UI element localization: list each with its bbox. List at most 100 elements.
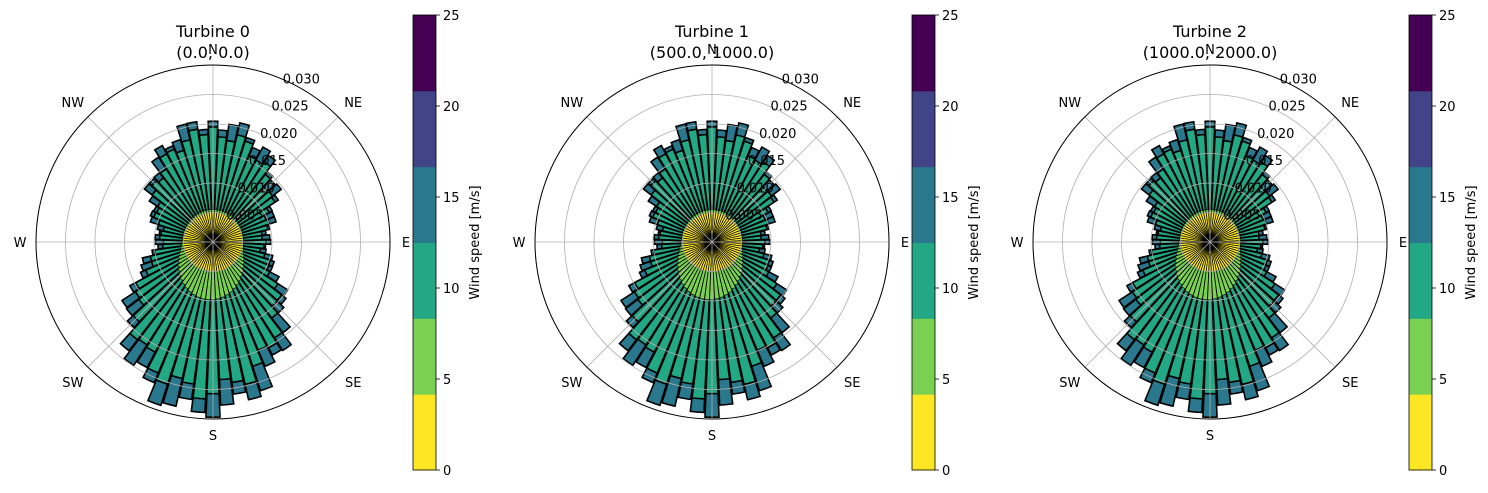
panel-title-line1: Turbine 1 <box>674 22 749 41</box>
colorbar-tick-label: 15 <box>942 191 959 206</box>
angular-gridline <box>586 116 713 243</box>
direction-label: N <box>707 43 717 58</box>
colorbar-segment <box>413 242 436 319</box>
direction-label: SE <box>844 376 860 391</box>
colorbar-tick-label: 20 <box>443 100 460 115</box>
colorbar-tick-label: 20 <box>1439 100 1456 115</box>
colorbar-tick-label: 5 <box>942 373 950 388</box>
colorbar: Wind speed [m/s] 0 5 10 15 20 25 <box>1408 9 1479 479</box>
radial-tick-label: 0.030 <box>1280 72 1317 87</box>
radial-tick-label: 0.010 <box>238 181 275 196</box>
colorbar-segment <box>413 90 436 168</box>
radial-tick-label: 0.030 <box>283 72 320 87</box>
windrose-panel-turbine-0: N NE E SE S SW W NW 0.005 0.010 0.015 0.020 0.025 0.0… <box>14 9 483 479</box>
colorbar-segment <box>912 394 935 471</box>
direction-label: S <box>1206 429 1214 444</box>
direction-label: W <box>1011 236 1024 251</box>
angular-gridline <box>87 116 214 243</box>
direction-label: NW <box>62 96 85 111</box>
direction-label: NE <box>1341 96 1359 111</box>
direction-label: S <box>708 429 716 444</box>
angular-gridline <box>1209 116 1336 243</box>
colorbar-frame <box>1408 14 1433 471</box>
colorbar-tick-label: 0 <box>942 464 950 479</box>
radial-tick-label: 0.010 <box>1235 181 1272 196</box>
colorbar-tick-label: 0 <box>443 464 451 479</box>
radial-tick-label: 0.015 <box>1246 154 1283 169</box>
colorbar: Wind speed [m/s] 0 5 10 15 20 25 <box>911 9 982 479</box>
direction-label: SE <box>345 376 361 391</box>
colorbar-segment <box>1409 15 1432 92</box>
panel-title-line2: (500.0, 1000.0) <box>650 43 774 62</box>
windrose-bars <box>1116 120 1290 419</box>
colorbar-segment <box>413 15 436 92</box>
direction-label: NW <box>1059 96 1082 111</box>
radial-tick-label: 0.020 <box>260 127 297 142</box>
radial-tick-label: 0.025 <box>271 100 308 115</box>
colorbar-segment <box>1409 90 1432 168</box>
colorbar-segment <box>912 318 935 395</box>
direction-label: NE <box>344 96 362 111</box>
polar-frame <box>35 64 391 420</box>
radial-tick-label: 0.015 <box>249 154 286 169</box>
colorbar-segment <box>1409 166 1432 243</box>
direction-label: E <box>901 236 909 251</box>
colorbar-tick-label: 10 <box>1439 282 1456 297</box>
colorbar-tick-label: 5 <box>1439 373 1447 388</box>
direction-label: W <box>513 236 526 251</box>
colorbar-label: Wind speed [m/s] <box>1464 185 1479 299</box>
angular-gridline <box>1084 116 1211 243</box>
colorbar-segment <box>413 318 436 395</box>
colorbar-frame <box>911 14 936 471</box>
colorbar-tick-label: 25 <box>1439 9 1456 24</box>
angular-gridline <box>711 116 838 243</box>
colorbar-segment <box>912 166 935 243</box>
angular-gridline <box>212 241 339 368</box>
colorbar-tick-label: 15 <box>443 191 460 206</box>
direction-label: SW <box>62 376 83 391</box>
direction-label: N <box>208 43 218 58</box>
panel-title-line2: (0.0, 0.0) <box>176 43 250 62</box>
panel-title-line2: (1000.0, 2000.0) <box>1143 43 1278 62</box>
direction-label: NE <box>843 96 861 111</box>
direction-label: W <box>14 236 27 251</box>
angular-gridline <box>586 241 713 368</box>
colorbar-tick-label: 25 <box>443 9 460 24</box>
radial-tick-label: 0.025 <box>770 100 807 115</box>
radial-tick-label: 0.015 <box>748 154 785 169</box>
angular-gridline <box>212 116 339 243</box>
radial-tick-label: 0.025 <box>1268 100 1305 115</box>
polar-plot: N NE E SE S SW W NW 0.005 0.010 0.015 0.020 0.025 0.0… <box>513 43 909 444</box>
colorbar-segment <box>1409 394 1432 471</box>
angular-gridline <box>87 241 214 368</box>
panel-title-line1: Turbine 2 <box>1172 22 1247 41</box>
colorbar: Wind speed [m/s] 0 5 10 15 20 25 <box>412 9 483 479</box>
colorbar-segment <box>912 242 935 319</box>
radial-tick-label: 0.030 <box>782 72 819 87</box>
colorbar-frame <box>412 14 437 471</box>
colorbar-segment <box>413 394 436 471</box>
colorbar-segment <box>912 15 935 92</box>
direction-label: SW <box>1059 376 1080 391</box>
direction-label: S <box>209 429 217 444</box>
direction-label: E <box>1399 236 1407 251</box>
colorbar-tick-label: 20 <box>942 100 959 115</box>
windrose-panel-turbine-1: N NE E SE S SW W NW 0.005 0.010 0.015 0.020 0.025 0.0… <box>513 9 982 479</box>
colorbar-segment <box>1409 318 1432 395</box>
radial-tick-label: 0.010 <box>737 181 774 196</box>
colorbar-segment <box>413 166 436 243</box>
direction-label: SW <box>561 376 582 391</box>
radial-tick-label: 0.005 <box>226 209 263 224</box>
colorbar-tick-label: 10 <box>942 282 959 297</box>
direction-label: E <box>402 236 410 251</box>
polar-plot: N NE E SE S SW W NW 0.005 0.010 0.015 0.020 0.025 0.0… <box>14 43 410 444</box>
colorbar-tick-label: 15 <box>1439 191 1456 206</box>
angular-gridline <box>1209 241 1336 368</box>
colorbar-label: Wind speed [m/s] <box>967 185 982 299</box>
radial-tick-label: 0.005 <box>725 209 762 224</box>
polar-frame <box>534 64 890 420</box>
radial-tick-label: 0.020 <box>759 127 796 142</box>
radial-tick-label: 0.005 <box>1223 209 1260 224</box>
windrose-panel-turbine-2: N NE E SE S SW W NW 0.005 0.010 0.015 0.020 0.025 0.0… <box>1011 9 1479 479</box>
